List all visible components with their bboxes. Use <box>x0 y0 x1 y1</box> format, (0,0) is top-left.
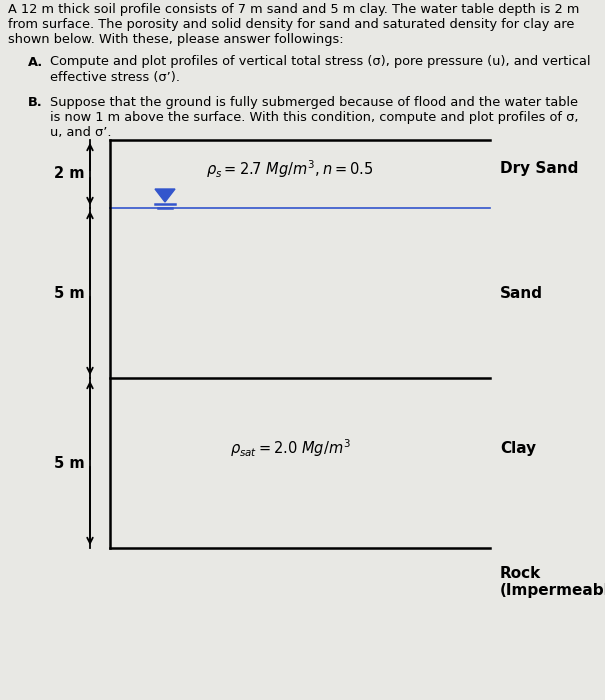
Text: u, and σ’.: u, and σ’. <box>50 126 111 139</box>
Text: 5 m: 5 m <box>54 456 85 470</box>
Polygon shape <box>155 189 175 202</box>
Text: Clay: Clay <box>500 440 536 456</box>
Text: Dry Sand: Dry Sand <box>500 162 578 176</box>
Text: 5 m: 5 m <box>54 286 85 300</box>
Text: Suppose that the ground is fully submerged because of flood and the water table: Suppose that the ground is fully submerg… <box>50 96 578 109</box>
Text: 2 m: 2 m <box>54 167 85 181</box>
Text: A 12 m thick soil profile consists of 7 m sand and 5 m clay. The water table dep: A 12 m thick soil profile consists of 7 … <box>8 3 580 16</box>
Text: shown below. With these, please answer followings:: shown below. With these, please answer f… <box>8 33 344 46</box>
Text: $\rho_{sat} = 2.0\ Mg/m^3$: $\rho_{sat} = 2.0\ Mg/m^3$ <box>230 437 350 459</box>
Text: effective stress (σ’).: effective stress (σ’). <box>50 71 180 83</box>
Text: $\rho_s = 2.7\ Mg/m^3, n = 0.5$: $\rho_s = 2.7\ Mg/m^3, n = 0.5$ <box>206 158 374 180</box>
Text: Rock
(Impermeable): Rock (Impermeable) <box>500 566 605 598</box>
Text: B.: B. <box>28 96 43 109</box>
Text: Sand: Sand <box>500 286 543 300</box>
Text: Compute and plot profiles of vertical total stress (σ), pore pressure (u), and v: Compute and plot profiles of vertical to… <box>50 55 590 69</box>
Text: A.: A. <box>28 55 43 69</box>
Text: is now 1 m above the surface. With this condition, compute and plot profiles of : is now 1 m above the surface. With this … <box>50 111 578 124</box>
Text: from surface. The porosity and solid density for sand and saturated density for : from surface. The porosity and solid den… <box>8 18 574 31</box>
